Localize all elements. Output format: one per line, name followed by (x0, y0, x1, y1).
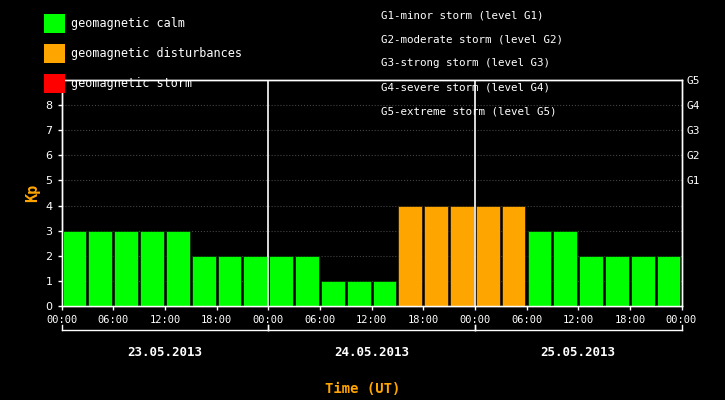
Bar (88, 231, 112, 306)
Text: G2-moderate storm (level G2): G2-moderate storm (level G2) (381, 34, 563, 44)
Bar (502, 206, 526, 306)
Text: 23.05.2013: 23.05.2013 (128, 346, 202, 359)
Bar (218, 256, 241, 306)
Text: G1-minor storm (level G1): G1-minor storm (level G1) (381, 10, 543, 20)
Bar (295, 256, 319, 306)
Bar (166, 231, 190, 306)
Y-axis label: Kp: Kp (25, 184, 40, 202)
Text: 24.05.2013: 24.05.2013 (334, 346, 409, 359)
Text: G4-severe storm (level G4): G4-severe storm (level G4) (381, 82, 550, 92)
Bar (553, 231, 577, 306)
Bar (140, 231, 164, 306)
Text: 25.05.2013: 25.05.2013 (541, 346, 616, 359)
Bar (657, 256, 681, 306)
Bar (62, 231, 86, 306)
Bar (605, 256, 629, 306)
Bar (579, 256, 603, 306)
Text: geomagnetic calm: geomagnetic calm (71, 17, 185, 30)
Text: Time (UT): Time (UT) (325, 382, 400, 396)
Bar (192, 256, 215, 306)
Bar (373, 281, 397, 306)
Bar (244, 256, 268, 306)
Text: G3-strong storm (level G3): G3-strong storm (level G3) (381, 58, 550, 68)
Bar (399, 206, 422, 306)
Text: geomagnetic disturbances: geomagnetic disturbances (71, 47, 242, 60)
Bar (321, 281, 344, 306)
Text: geomagnetic storm: geomagnetic storm (71, 77, 192, 90)
Bar (631, 256, 655, 306)
Bar (269, 256, 293, 306)
Bar (115, 231, 138, 306)
Text: G5-extreme storm (level G5): G5-extreme storm (level G5) (381, 106, 556, 116)
Bar (450, 206, 474, 306)
Bar (528, 231, 551, 306)
Bar (347, 281, 370, 306)
Bar (476, 206, 500, 306)
Bar (424, 206, 448, 306)
